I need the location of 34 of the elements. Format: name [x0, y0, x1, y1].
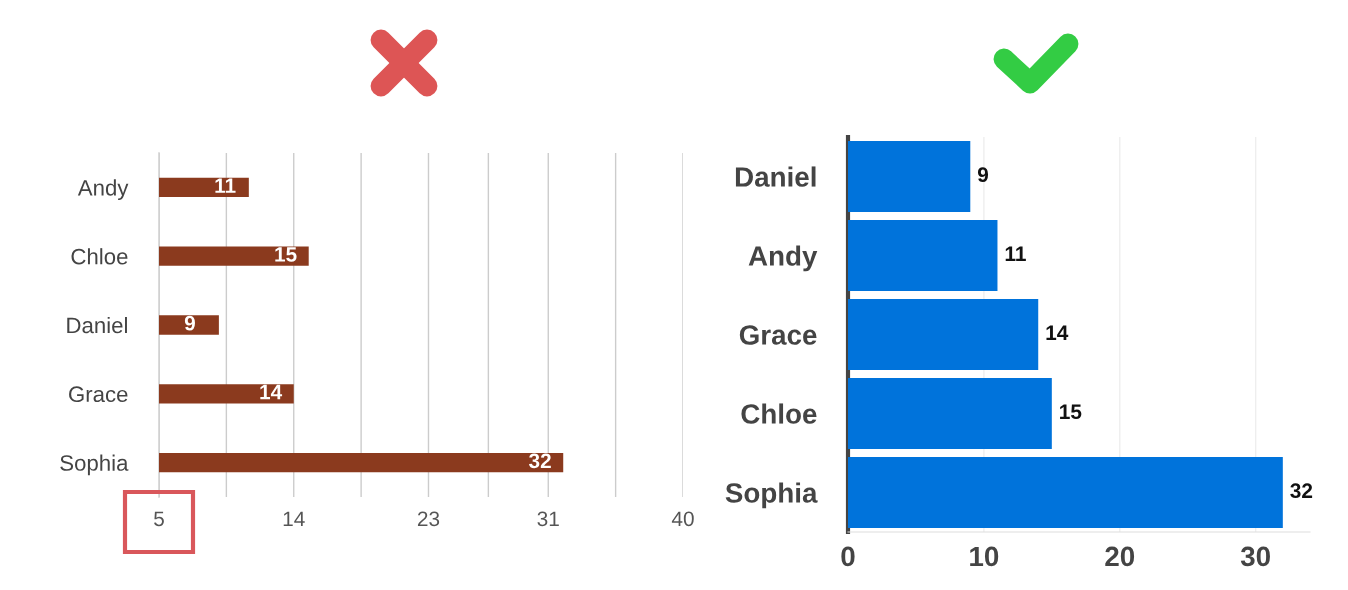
data-label: 14 — [1046, 325, 1069, 340]
y-tick-label: Andy — [748, 245, 818, 272]
data-label: 15 — [1060, 404, 1082, 420]
x-tick-label: 10 — [970, 546, 999, 567]
bar — [848, 298, 1039, 371]
x-tick-label: 23 — [417, 511, 440, 527]
x-tick-label: 30 — [1240, 546, 1270, 567]
data-label: 32 — [528, 453, 551, 469]
x-tick-label: 40 — [671, 511, 694, 527]
y-tick-label: Sophia — [725, 482, 818, 509]
y-tick-label: Grace — [69, 386, 128, 403]
data-label: 11 — [1005, 246, 1026, 261]
y-tick-label: Grace — [739, 325, 817, 345]
data-label: 9 — [184, 315, 195, 331]
y-tick-label: Chloe — [741, 403, 817, 424]
y-tick-label: Andy — [77, 179, 129, 201]
y-tick-label: Daniel — [67, 316, 127, 334]
data-label: 15 — [275, 247, 297, 262]
x-tick-label: 31 — [537, 511, 559, 527]
data-label: 11 — [215, 178, 236, 193]
data-label: 14 — [260, 384, 283, 400]
y-tick-label: Sophia — [60, 454, 129, 476]
x-tick-label: 0 — [841, 546, 855, 567]
bar — [848, 140, 971, 213]
data-label: 9 — [977, 167, 989, 183]
bar — [848, 377, 1052, 450]
data-label: 32 — [1290, 483, 1313, 499]
x-tick-label: 20 — [1105, 546, 1135, 567]
bar — [848, 456, 1283, 529]
bar — [848, 219, 998, 292]
x-tick-label: 14 — [283, 511, 305, 526]
y-tick-label: Daniel — [735, 166, 816, 187]
x-tick-label: 5 — [154, 511, 164, 527]
y-tick-label: Chloe — [71, 248, 128, 265]
